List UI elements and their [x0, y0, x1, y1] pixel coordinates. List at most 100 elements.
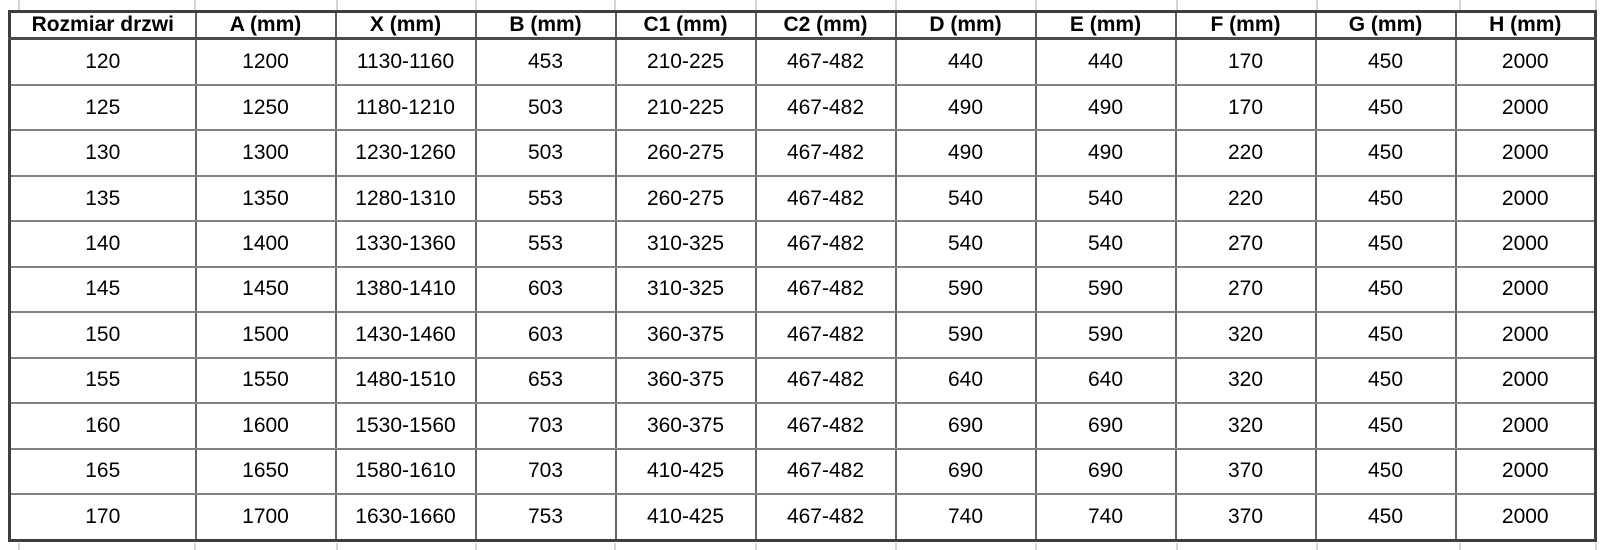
- table-cell: 270: [1174, 265, 1317, 314]
- table-cell: 165: [8, 447, 197, 496]
- table-cell: 450: [1314, 129, 1457, 177]
- table-cell: 450: [1314, 37, 1457, 86]
- table-cell: 450: [1314, 265, 1457, 314]
- table-cell: 360-375: [614, 402, 757, 450]
- table-cell: 490: [894, 83, 1037, 132]
- table-cell: 503: [474, 83, 617, 132]
- header-cell: B (mm): [474, 10, 617, 40]
- table-row: 140 1400 1330-1360 553 310-325 467-482 540 540 2…: [8, 220, 1597, 268]
- table-cell: 450: [1314, 493, 1457, 542]
- sheet-gridline: [1316, 543, 1318, 550]
- table-cell: 540: [894, 174, 1037, 223]
- table-cell: 2000: [1454, 493, 1597, 542]
- table-row: 150 1500 1430-1460 603 360-375 467-482 590 590 3…: [8, 311, 1597, 359]
- table-cell: 553: [474, 174, 617, 223]
- table-cell: 450: [1314, 83, 1457, 132]
- table-cell: 140: [8, 220, 197, 268]
- table-row: 170 1700 1630-1660 753 410-425 467-482 740 740 3…: [8, 493, 1597, 542]
- table-cell: 2000: [1454, 311, 1597, 359]
- sheet-gridline: [1459, 543, 1461, 550]
- table-header: Rozmiar drzwi A (mm) X (mm) B (mm) C1 (mm) C2…: [8, 10, 1597, 40]
- table-cell: 467-482: [754, 493, 897, 542]
- table-cell: 553: [474, 220, 617, 268]
- table-cell: 540: [1034, 174, 1177, 223]
- header-cell: H (mm): [1454, 10, 1597, 40]
- table-cell: 590: [894, 311, 1037, 359]
- table-cell: 1650: [194, 447, 337, 496]
- table-cell: 150: [8, 311, 197, 359]
- table-cell: 1630-1660: [334, 493, 477, 542]
- table-cell: 450: [1314, 402, 1457, 450]
- table-cell: 370: [1174, 447, 1317, 496]
- table-cell: 1280-1310: [334, 174, 477, 223]
- table-cell: 490: [1034, 129, 1177, 177]
- table-cell: 653: [474, 356, 617, 405]
- table-cell: 1550: [194, 356, 337, 405]
- sheet-gridline: [1459, 0, 1461, 10]
- table-cell: 1430-1460: [334, 311, 477, 359]
- header-cell: C2 (mm): [754, 10, 897, 40]
- table-cell: 1230-1260: [334, 129, 477, 177]
- table-cell: 1450: [194, 265, 337, 314]
- table-cell: 440: [1034, 37, 1177, 86]
- table-cell: 1200: [194, 37, 337, 86]
- table-cell: 1300: [194, 129, 337, 177]
- table-cell: 490: [1034, 83, 1177, 132]
- table-cell: 590: [1034, 265, 1177, 314]
- table-cell: 2000: [1454, 402, 1597, 450]
- table-cell: 450: [1314, 356, 1457, 405]
- table-cell: 640: [1034, 356, 1177, 405]
- table-row: 165 1650 1580-1610 703 410-425 467-482 690 690 3…: [8, 447, 1597, 496]
- table-row: 120 1200 1130-1160 453 210-225 467-482 440 440 1…: [8, 37, 1597, 86]
- table-cell: 467-482: [754, 174, 897, 223]
- table-row: 155 1550 1480-1510 653 360-375 467-482 640 640 3…: [8, 356, 1597, 405]
- table-cell: 320: [1174, 311, 1317, 359]
- table-cell: 1600: [194, 402, 337, 450]
- sheet-gridline: [1035, 0, 1037, 10]
- table-cell: 690: [894, 447, 1037, 496]
- table-cell: 260-275: [614, 174, 757, 223]
- table-cell: 450: [1314, 311, 1457, 359]
- header-cell: F (mm): [1174, 10, 1317, 40]
- table-cell: 690: [1034, 402, 1177, 450]
- table-cell: 130: [8, 129, 197, 177]
- table-cell: 320: [1174, 402, 1317, 450]
- table-cell: 467-482: [754, 356, 897, 405]
- table-cell: 310-325: [614, 265, 757, 314]
- table-cell: 1500: [194, 311, 337, 359]
- table-cell: 320: [1174, 356, 1317, 405]
- table-cell: 1350: [194, 174, 337, 223]
- table-cell: 170: [8, 493, 197, 542]
- table-row: 135 1350 1280-1310 553 260-275 467-482 540 540 2…: [8, 174, 1597, 223]
- table-cell: 590: [894, 265, 1037, 314]
- table-cell: 120: [8, 37, 197, 86]
- table-cell: 220: [1174, 174, 1317, 223]
- table-cell: 467-482: [754, 129, 897, 177]
- sheet-gridline: [1595, 0, 1597, 10]
- table-cell: 2000: [1454, 37, 1597, 86]
- sheet-gridline: [1176, 0, 1178, 10]
- sheet-gridline: [895, 0, 897, 10]
- table-cell: 270: [1174, 220, 1317, 268]
- table-cell: 2000: [1454, 129, 1597, 177]
- table-cell: 1130-1160: [334, 37, 477, 86]
- sheet-gridline: [194, 0, 196, 10]
- table-cell: 467-482: [754, 402, 897, 450]
- header-cell: D (mm): [894, 10, 1037, 40]
- header-cell: X (mm): [334, 10, 477, 40]
- table-cell: 170: [1174, 83, 1317, 132]
- table-cell: 210-225: [614, 37, 757, 86]
- table-cell: 1580-1610: [334, 447, 477, 496]
- table-cell: 753: [474, 493, 617, 542]
- sheet-gridline: [614, 543, 616, 550]
- table-cell: 450: [1314, 447, 1457, 496]
- sheet-gridline: [614, 0, 616, 10]
- header-row: Rozmiar drzwi A (mm) X (mm) B (mm) C1 (mm) C2…: [8, 10, 1597, 40]
- table-row: 160 1600 1530-1560 703 360-375 467-482 690 690 3…: [8, 402, 1597, 450]
- sheet-gridline: [1035, 543, 1037, 550]
- table-cell: 690: [894, 402, 1037, 450]
- table-cell: 160: [8, 402, 197, 450]
- table-cell: 125: [8, 83, 197, 132]
- sheet-gridline: [755, 0, 757, 10]
- table-cell: 603: [474, 311, 617, 359]
